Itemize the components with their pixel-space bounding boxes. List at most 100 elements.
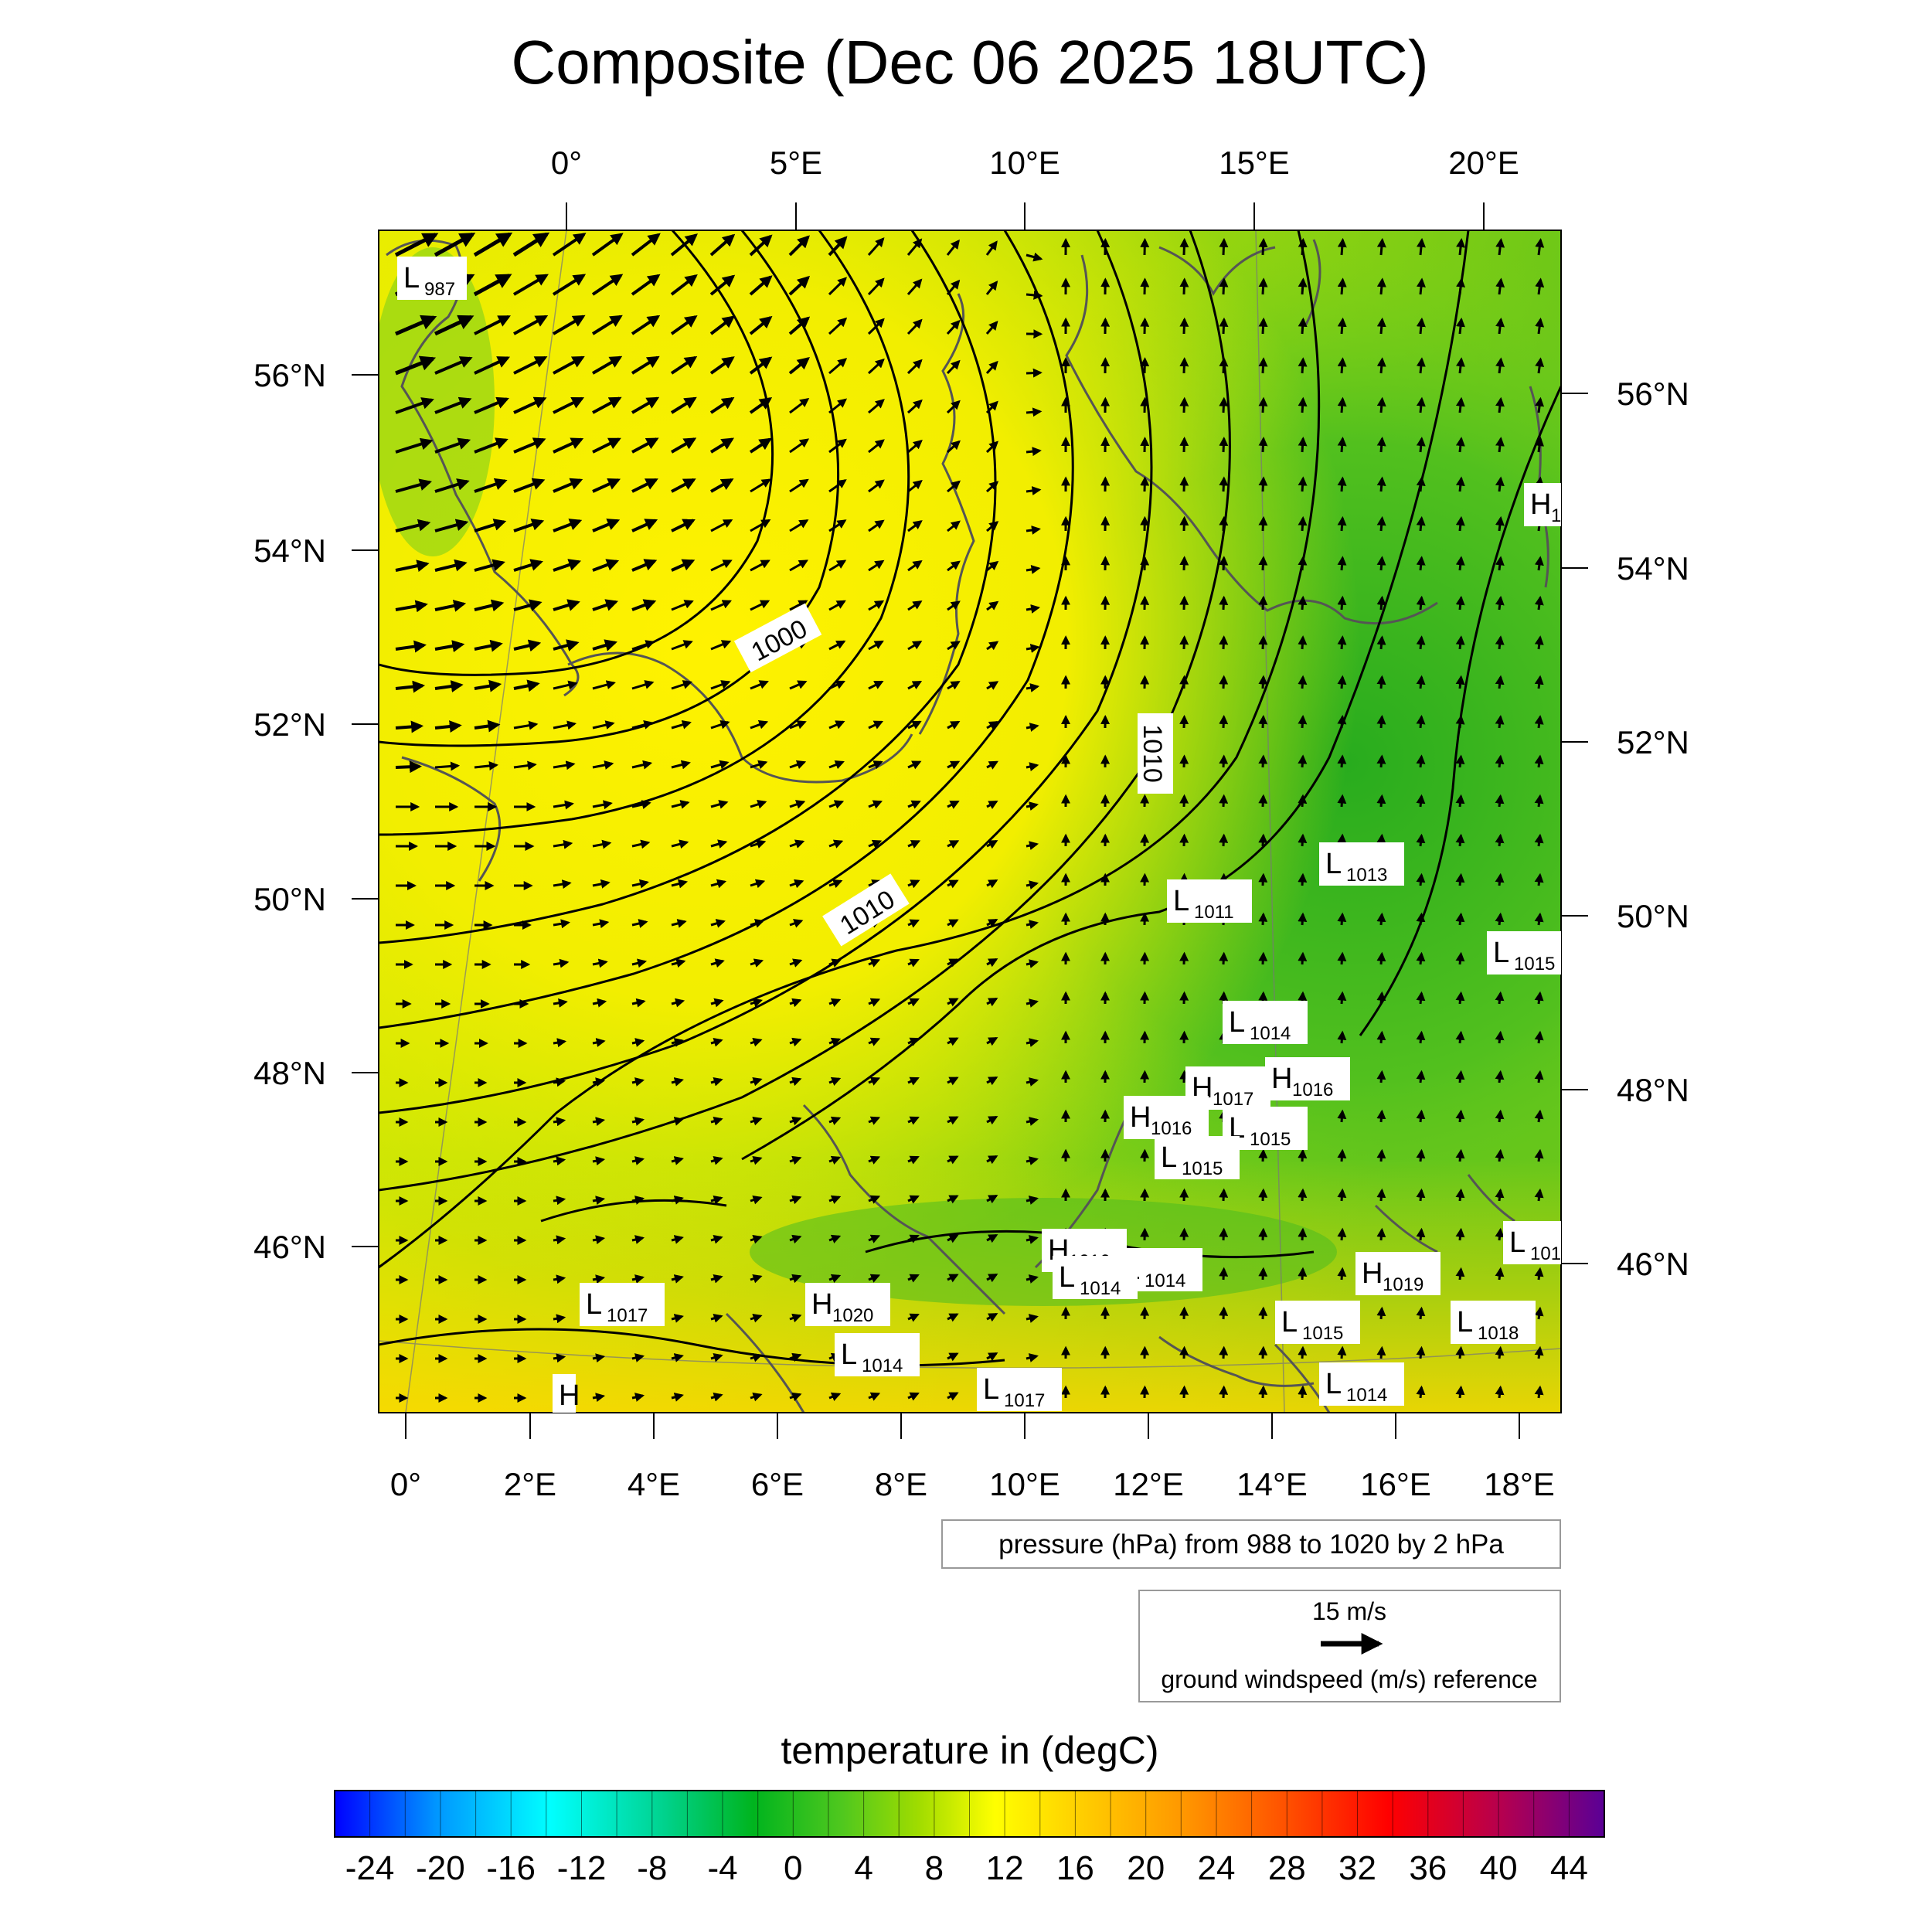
wind-vector: [513, 559, 543, 572]
wind-vector: [474, 719, 501, 733]
wind-vector: [434, 680, 464, 693]
wind-vector: [434, 720, 462, 733]
wind-vector: [906, 318, 923, 335]
wind-vector: [1495, 1148, 1505, 1162]
wind-vector: [789, 958, 803, 968]
wind-vector: [986, 1036, 998, 1046]
pressure-center-label: L 1011: [1167, 879, 1252, 923]
wind-vector: [1026, 1196, 1039, 1205]
wind-vector: [907, 641, 923, 651]
wind-vector: [1258, 1188, 1268, 1202]
wind-vector: [750, 879, 766, 889]
wind-vector: [1219, 357, 1229, 374]
wind-vector: [1026, 1156, 1039, 1165]
top-longitude-axis: 0° 5°E 10°E 15°E 20°E: [551, 145, 1519, 230]
wind-vector: [828, 236, 848, 257]
wind-vector: [474, 478, 508, 493]
wind-vector: [947, 480, 961, 493]
wind-vector: [671, 879, 689, 889]
wind-vector: [592, 1077, 606, 1087]
wind-vector: [947, 520, 961, 532]
wind-vector: [591, 315, 623, 335]
wind-vector: [1495, 317, 1505, 335]
wind-vector: [828, 438, 847, 454]
pressure-center-value: 1014: [1145, 1270, 1185, 1291]
wind-vector: [1298, 237, 1308, 256]
wind-vector: [1026, 644, 1040, 653]
wind-vector: [1258, 833, 1268, 847]
wind-vector: [671, 478, 696, 493]
wind-vector: [1495, 872, 1505, 886]
wind-vector: [671, 1393, 684, 1402]
wind-vector: [907, 919, 920, 928]
wind-vector: [1495, 715, 1505, 729]
wind-vector: [631, 233, 661, 257]
wind-vector: [1179, 595, 1189, 611]
wind-vector: [710, 1274, 723, 1284]
colorbar-tick-label: 8: [925, 1849, 944, 1887]
wind-vector: [1179, 991, 1189, 1005]
right-lat-label: 50°N: [1617, 898, 1689, 934]
isobar: [379, 230, 997, 944]
wind-vector: [789, 478, 809, 493]
wind-vector: [1416, 437, 1426, 453]
colorbar-tick-label: 12: [986, 1849, 1024, 1887]
wind-vector: [553, 478, 583, 493]
pressure-center-value: 1014: [862, 1355, 903, 1376]
wind-vector: [1337, 237, 1347, 256]
wind-vector: [474, 519, 507, 532]
wind-vector: [631, 760, 653, 770]
wind-vector: [750, 760, 768, 770]
pressure-center-label: L 101: [1503, 1221, 1561, 1264]
wind-vector: [552, 315, 586, 335]
wind-vector: [1179, 1030, 1189, 1044]
wind-vector: [907, 1037, 920, 1046]
wind-vector: [1455, 357, 1465, 374]
wind-vector: [1416, 872, 1426, 886]
wind-vector: [947, 1116, 959, 1125]
pressure-center-label: L 1017: [977, 1368, 1062, 1411]
wind-vector: [749, 397, 773, 414]
pressure-center-kind: H: [811, 1288, 832, 1321]
wind-vector: [631, 640, 655, 651]
wind-vector: [671, 719, 692, 730]
wind-vector: [868, 1195, 881, 1204]
wind-vector: [1258, 794, 1268, 808]
wind-vector: [1179, 277, 1189, 295]
wind-vector: [709, 274, 736, 296]
wind-vector: [1534, 912, 1544, 926]
colorbar-tick-label: -16: [486, 1849, 536, 1887]
wind-vector: [1416, 595, 1426, 611]
wind-vector: [749, 315, 773, 335]
wind-vector: [1455, 912, 1465, 926]
wind-vector: [1258, 635, 1268, 650]
wind-vector: [907, 840, 921, 849]
wind-vector: [1495, 1070, 1505, 1083]
wind-vector: [553, 396, 585, 414]
wind-vector: [1495, 556, 1505, 571]
wind-vector: [750, 839, 767, 849]
wind-vector: [1258, 754, 1268, 768]
wind-vector: [1298, 872, 1308, 886]
wind-vector: [710, 719, 730, 730]
wind-vector: [671, 760, 691, 770]
wind-vector: [1376, 991, 1386, 1005]
wind-vector: [867, 277, 885, 296]
wind-vector: [1298, 715, 1308, 729]
wind-vector: [1026, 486, 1042, 495]
wind-vector: [946, 400, 961, 414]
wind-vector: [985, 240, 998, 256]
wind-vector: [553, 1235, 566, 1245]
wind-vector: [1219, 595, 1229, 611]
wind-vector: [750, 1392, 763, 1402]
wind-vector: [946, 319, 961, 335]
wind-vector: [1376, 1148, 1386, 1162]
wind-vector: [671, 1077, 684, 1087]
pressure-center-kind: L: [586, 1288, 602, 1321]
wind-vector: [788, 275, 811, 296]
wind-vector: [710, 1196, 723, 1205]
pressure-center-value: 1016: [1292, 1080, 1333, 1100]
